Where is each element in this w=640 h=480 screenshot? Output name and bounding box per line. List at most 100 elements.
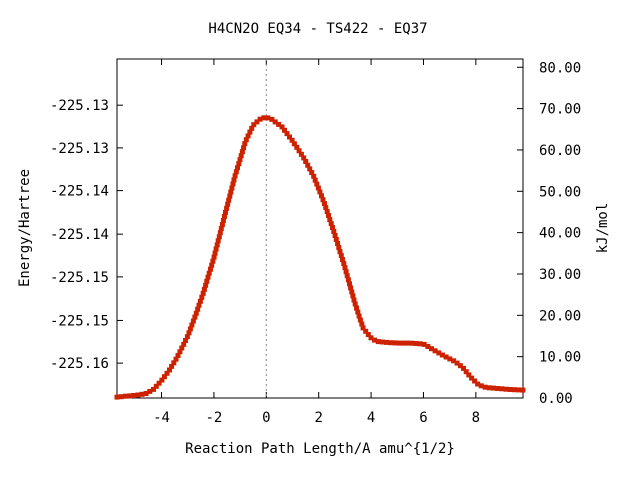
data-point [216,234,222,240]
data-point [249,125,255,131]
data-point [239,149,245,155]
data-point [210,258,216,264]
data-point [199,294,205,300]
data-point [421,341,427,347]
data-point [349,289,355,295]
data-point [276,121,282,127]
data-point [114,394,120,400]
data-point [439,352,445,358]
data-point [167,367,172,373]
x-tick-label: -4 [153,410,170,426]
data-point [520,387,526,393]
data-point [122,393,128,399]
data-point [351,297,357,303]
x-tick-label: 8 [472,410,480,426]
data-point [201,286,207,292]
data-point [507,387,513,392]
data-point [212,250,218,256]
data-point [359,321,365,327]
data-point [222,213,227,219]
y-axis-right: 0.00 10.00 20.00 30.00 40.00 50.00 60.00 70.00 8… [517,60,581,407]
data-point [400,340,406,346]
data-point [189,322,195,328]
y2-tick-label: 70.00 [539,102,581,118]
y-tick-label: -225.14 [50,227,109,243]
data-point [211,254,217,260]
data-point [457,363,463,369]
data-point [495,386,501,391]
data-point [127,393,132,399]
data-point [360,325,366,331]
data-point [131,393,137,398]
data-point [478,383,484,389]
data-point [352,301,358,307]
data-point [417,341,423,347]
data-point [499,386,505,392]
data-point [345,277,351,283]
data-point [301,155,307,161]
data-point [186,330,192,336]
data-point [232,173,238,179]
data-point [330,225,335,230]
data-point [335,241,341,246]
data-point [472,378,478,384]
data-point [195,306,201,312]
data-point [392,340,398,346]
data-point [320,197,326,203]
data-point [491,385,496,391]
data-point [196,302,202,308]
data-point [179,345,185,351]
data-point [214,242,220,248]
data-point [432,348,438,354]
data-point [228,189,234,195]
data-point [348,285,354,291]
data-point [177,349,183,355]
data-point [245,133,251,139]
data-point [409,340,415,346]
data-point [261,115,267,121]
data-point [289,137,295,143]
data-point [347,281,352,287]
data-point [319,193,324,199]
data-point [342,265,348,271]
data-point [224,205,230,211]
data-point [311,173,317,179]
data-point [227,193,233,199]
data-point [265,115,271,121]
y2-tick-label: 20.00 [539,308,581,324]
data-point [173,356,179,362]
data-point [503,386,509,392]
data-point [512,387,517,393]
data-point [279,124,285,130]
data-point [203,282,209,288]
data-point [184,334,190,340]
data-point [312,177,318,183]
data-point [333,237,339,242]
y2-tick-label: 80.00 [539,60,581,76]
data-point [257,116,263,122]
data-point [341,261,347,267]
data-point [282,127,287,133]
data-point [405,340,411,346]
data-point [143,391,149,396]
x-tick-label: 0 [262,410,270,426]
data-point [463,369,469,375]
data-point [237,157,243,163]
data-point [337,249,343,255]
data-point [305,162,311,168]
data-point [220,218,226,223]
x-tick-label: 4 [367,410,375,426]
data-point [236,161,242,167]
y-axis-label: Energy/Hartree [17,169,33,287]
data-point [161,374,167,380]
data-point [183,338,188,343]
data-point [365,332,371,337]
data-point [197,298,203,304]
data-point [242,141,248,147]
data-point [139,391,145,397]
data-point [287,134,292,140]
data-point [331,229,337,234]
data-point [147,388,153,394]
data-point [153,383,159,389]
